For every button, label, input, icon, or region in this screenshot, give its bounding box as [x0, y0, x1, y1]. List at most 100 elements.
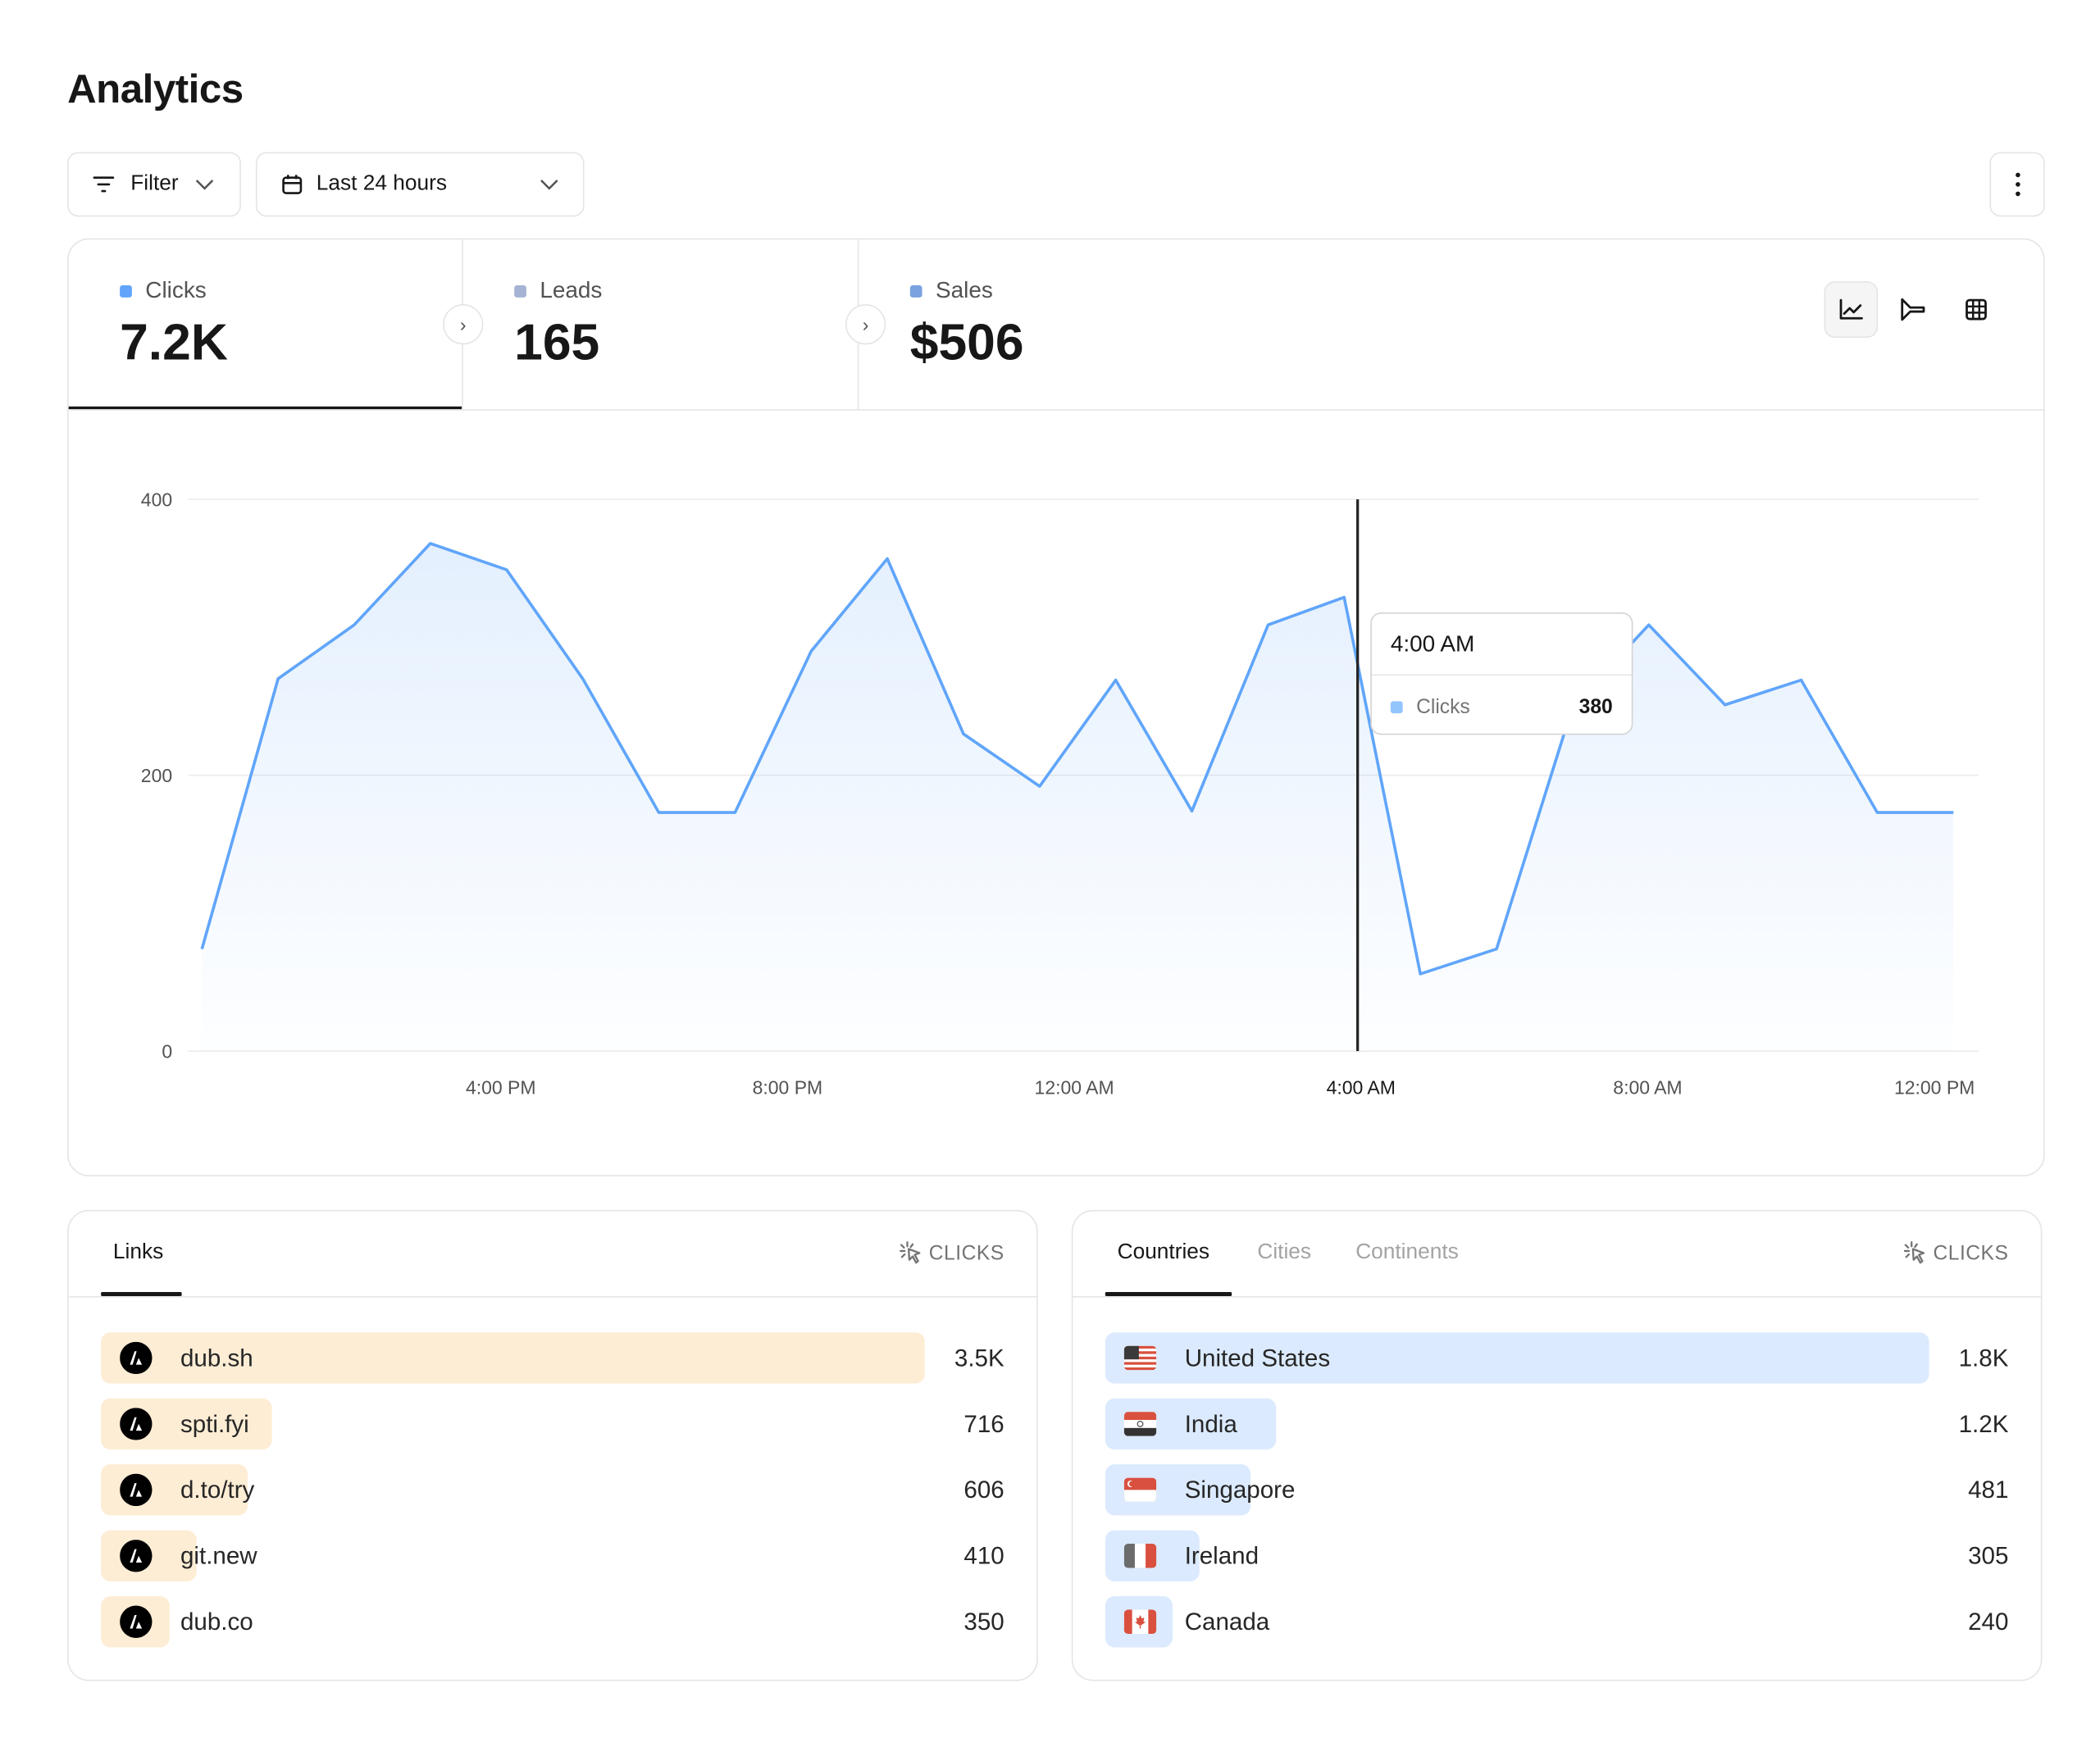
clicks-column-header: CLICKS — [900, 1241, 1004, 1266]
metric-label: Leads — [540, 277, 603, 303]
y-tick-label: 400 — [141, 489, 172, 510]
row-label: Ireland — [1184, 1542, 1260, 1570]
row-label: United States — [1184, 1344, 1331, 1372]
y-tick-label: 0 — [162, 1040, 172, 1062]
active-tab-indicator — [101, 1292, 182, 1296]
row-label: Canada — [1184, 1608, 1270, 1636]
more-options-button[interactable] — [1989, 152, 2045, 217]
cursor-click-icon — [900, 1241, 921, 1264]
filter-label: Filter — [130, 172, 179, 196]
metric-label: CLICKS — [928, 1241, 1004, 1265]
link-row[interactable]: d.to/try 606 — [101, 1464, 1004, 1516]
row-label: dub.co — [180, 1608, 253, 1636]
metric-value: 165 — [514, 315, 600, 372]
tab-continents[interactable]: Continents — [1355, 1240, 1459, 1264]
country-row[interactable]: Ireland 305 — [1105, 1530, 2009, 1581]
tooltip-value: 380 — [1578, 695, 1613, 719]
value-bar — [1105, 1332, 1929, 1384]
metric-value: 7.2K — [120, 315, 228, 372]
row-value: 1.8K — [1958, 1344, 2009, 1372]
locations-panel: Countries Cities Continents CLICKS Unite… — [1071, 1209, 2043, 1681]
row-value: 350 — [963, 1608, 1004, 1636]
value-bar — [101, 1332, 925, 1384]
metric-label: Sales — [935, 277, 993, 303]
dub-logo-icon — [120, 1473, 153, 1507]
more-vertical-icon — [2015, 172, 2020, 197]
x-tick-label: 12:00 PM — [1894, 1077, 1975, 1099]
metric-label: CLICKS — [1933, 1241, 2009, 1265]
row-label: India — [1184, 1410, 1237, 1438]
funnel-chart-button[interactable] — [1886, 281, 1940, 338]
link-row[interactable]: spti.fyi 716 — [101, 1398, 1004, 1450]
row-label: git.new — [180, 1542, 257, 1570]
row-label: Singapore — [1184, 1476, 1296, 1504]
row-value: 305 — [1968, 1542, 2009, 1570]
row-value: 240 — [1968, 1608, 2009, 1636]
calendar-icon — [282, 175, 303, 194]
country-row[interactable]: Canada 240 — [1105, 1596, 2009, 1648]
country-row[interactable]: India 1.2K — [1105, 1398, 2009, 1450]
table-view-button[interactable] — [1949, 281, 2003, 338]
metric-tab-clicks[interactable]: Clicks 7.2K — [68, 239, 462, 410]
row-label: d.to/try — [180, 1476, 255, 1504]
legend-swatch — [514, 284, 526, 297]
chevron-down-icon — [195, 180, 213, 190]
filter-icon — [93, 176, 115, 193]
link-row[interactable]: dub.sh 3.5K — [101, 1332, 1004, 1384]
funnel-icon — [1901, 298, 1925, 321]
country-row[interactable]: Singapore 481 — [1105, 1464, 2009, 1516]
row-value: 606 — [963, 1476, 1004, 1504]
row-value: 410 — [963, 1542, 1004, 1570]
x-tick-label: 4:00 PM — [466, 1077, 536, 1099]
metric-tab-sales[interactable]: Sales $506 — [857, 239, 1262, 410]
x-tick-label: 8:00 PM — [753, 1077, 823, 1099]
tab-countries[interactable]: Countries — [1117, 1240, 1210, 1264]
metric-value: $506 — [909, 315, 1024, 372]
flag-us-icon — [1123, 1345, 1157, 1371]
dub-logo-icon — [120, 1605, 153, 1638]
x-tick-label: 8:00 AM — [1613, 1077, 1682, 1099]
date-range-label: Last 24 hours — [316, 172, 447, 196]
filter-button[interactable]: Filter — [67, 152, 241, 217]
series-area-clicks — [202, 543, 1954, 1052]
country-row[interactable]: United States 1.8K — [1105, 1332, 2009, 1384]
active-tab-indicator — [1105, 1292, 1232, 1296]
link-row[interactable]: dub.co 350 — [101, 1596, 1004, 1648]
clicks-area-chart[interactable]: 0 200 400 4:00 PM 8:00 PM 12:00 AM 4:00 AM 8:00… — [0, 0, 2100, 1212]
flag-sg-icon — [1123, 1477, 1157, 1503]
row-value: 481 — [1968, 1476, 2009, 1504]
link-row[interactable]: git.new 410 — [101, 1530, 1004, 1581]
date-range-select[interactable]: Last 24 hours — [255, 152, 585, 217]
series-line-clicks — [200, 542, 1954, 976]
chevron-right-icon: › — [845, 304, 886, 345]
page-title: Analytics — [67, 67, 244, 112]
legend-swatch — [1390, 701, 1403, 714]
metric-label: Clicks — [145, 277, 207, 303]
divider — [68, 409, 2044, 411]
cursor-click-icon — [1903, 1241, 1925, 1264]
table-icon — [1966, 298, 1987, 321]
tab-cities[interactable]: Cities — [1257, 1240, 1312, 1264]
flag-ie-icon — [1123, 1544, 1157, 1568]
tab-links[interactable]: Links — [112, 1240, 164, 1264]
dub-logo-icon — [120, 1341, 153, 1375]
row-value: 1.2K — [1958, 1410, 2009, 1438]
row-value: 716 — [963, 1410, 1004, 1438]
dub-logo-icon — [120, 1540, 153, 1572]
chevron-right-icon: › — [443, 304, 484, 345]
x-tick-label: 12:00 AM — [1035, 1077, 1114, 1099]
row-label: dub.sh — [180, 1344, 253, 1372]
tooltip-series: Clicks — [1416, 695, 1470, 719]
x-tick-label: 4:00 AM — [1327, 1077, 1396, 1099]
flag-in-icon — [1123, 1412, 1157, 1436]
chart-tooltip: 4:00 AM Clicks 380 — [1370, 612, 1633, 735]
legend-swatch — [120, 284, 132, 297]
dub-logo-icon — [120, 1408, 153, 1440]
clicks-column-header: CLICKS — [1903, 1241, 2008, 1266]
links-panel: Links CLICKS dub.sh 3.5K spti.fyi 716 d.to/t… — [67, 1209, 1038, 1681]
line-chart-button[interactable] — [1824, 281, 1879, 339]
flag-ca-icon — [1123, 1609, 1157, 1635]
metric-tab-leads[interactable]: Leads 165 — [462, 239, 858, 410]
legend-swatch — [909, 284, 922, 297]
